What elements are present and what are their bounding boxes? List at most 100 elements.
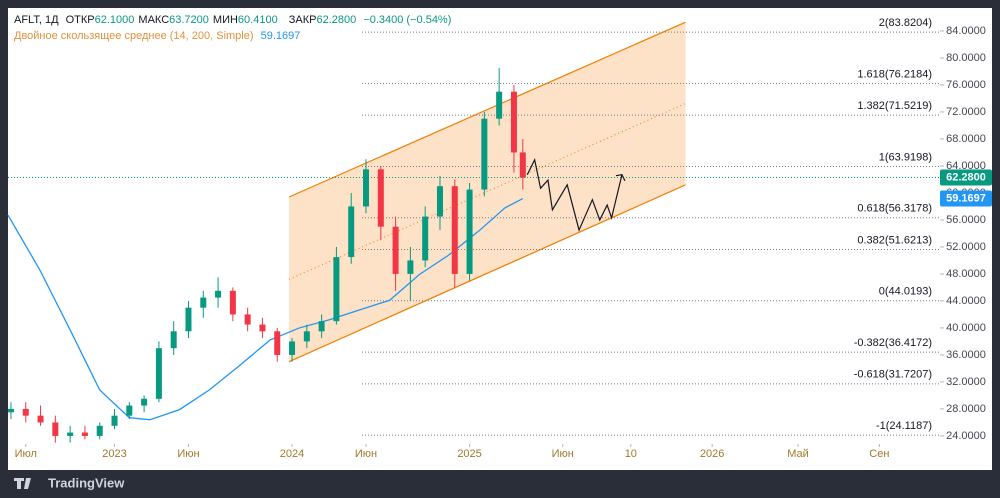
candle-body — [111, 415, 118, 426]
x-tick-label: Июн — [177, 448, 199, 460]
candle-body — [519, 152, 526, 178]
y-tick-label: 52.0000 — [946, 241, 986, 253]
fib-label: 1.382(71.5219) — [857, 100, 932, 112]
indicator-line: Двойное скользящее среднее (14, 200, Sim… — [14, 30, 304, 42]
candle-body — [289, 341, 296, 355]
candle-body — [155, 348, 162, 399]
close-key: ЗАКР — [288, 14, 317, 26]
ohlc-value: 63.7200 — [169, 14, 209, 26]
x-tick-label: Июл — [15, 448, 37, 460]
candle-body — [318, 321, 325, 332]
candle-body — [96, 425, 103, 436]
channel-lower — [288, 184, 686, 363]
last-price-box — [940, 169, 992, 186]
candle-body — [392, 226, 399, 274]
y-tick-label: 80.0000 — [946, 52, 986, 64]
candle-body — [37, 415, 44, 423]
moving-average — [7, 197, 524, 421]
ohlc-key: ОТКР — [65, 14, 95, 26]
x-tick-label: 2024 — [280, 448, 304, 460]
brand: TradingView — [48, 475, 125, 490]
channel-upper — [288, 21, 686, 198]
fib-label: 1(63.9198) — [879, 151, 932, 163]
x-tick-label: 2026 — [700, 448, 724, 460]
x-tick-label: 10 — [625, 448, 637, 460]
ohlc-key: МАКС — [138, 14, 170, 26]
candle-body — [348, 206, 355, 258]
y-tick-label: 72.0000 — [946, 106, 986, 118]
y-tick-label: 68.0000 — [946, 133, 986, 145]
fib-label: 0.382(51.6213) — [857, 234, 932, 246]
y-tick-label: 84.0000 — [946, 25, 986, 37]
x-tick-label: 2025 — [457, 448, 481, 460]
chart-pane — [8, 8, 992, 470]
candle-body — [7, 408, 14, 413]
candle-body — [510, 91, 517, 153]
candle-body — [141, 398, 148, 406]
candle-body — [436, 186, 443, 217]
candle-body — [244, 314, 251, 325]
candle-body — [170, 331, 177, 349]
symbol: AFLT, 1Д — [14, 14, 59, 26]
candle-body — [52, 422, 59, 436]
fib-label: 0(44.0193) — [879, 286, 932, 298]
ohlc: ОТКР62.1000 МАКС63.7200 МИН60.4100 — [66, 14, 282, 26]
y-tick-label: 32.0000 — [946, 376, 986, 388]
fib-label: 1.618(76.2184) — [857, 68, 932, 80]
indicator-value: 59.1697 — [260, 30, 301, 42]
y-tick-label: 48.0000 — [946, 268, 986, 280]
candle-body — [200, 297, 207, 308]
change: −0.3400 (−0.54%) — [363, 14, 452, 26]
candle-body — [185, 307, 192, 332]
fib-label: -1(24.1187) — [876, 420, 932, 432]
y-tick-label: 36.0000 — [946, 349, 986, 361]
candle-body — [451, 186, 458, 274]
x-tick-label: Июн — [552, 448, 574, 460]
candle-body — [496, 91, 503, 119]
y-tick-label: 44.0000 — [946, 295, 986, 307]
candle-body — [22, 408, 29, 416]
x-tick-label: Май — [787, 448, 809, 460]
y-tick-label: 64.0000 — [946, 160, 986, 172]
candle-body — [67, 432, 74, 436]
brand-logo — [14, 478, 31, 489]
fib-label: -0.618(31.7207) — [854, 369, 932, 381]
indicator-name: Двойное скользящее среднее (14, 200, Sim… — [14, 30, 254, 42]
x-tick-label: 2023 — [102, 448, 126, 460]
y-tick-label: 76.0000 — [946, 79, 986, 91]
ma-price-box — [940, 190, 992, 207]
ohlc-key: МИН — [212, 14, 238, 26]
candle-body — [407, 260, 414, 274]
ohlc-value: 62.1000 — [94, 14, 135, 26]
candle-body — [81, 432, 88, 436]
candle-body — [377, 169, 384, 227]
last-price-label: 62.2800 — [946, 171, 986, 183]
y-tick-label: 40.0000 — [946, 322, 986, 334]
candle-body — [333, 257, 340, 322]
fib-label: 2(83.8204) — [879, 17, 932, 29]
fib-label: -0.382(36.4172) — [854, 337, 932, 349]
candle-body — [274, 331, 281, 355]
candle-body — [303, 331, 310, 342]
projection — [526, 158, 623, 232]
x-tick-label: Июн — [355, 448, 377, 460]
candle-body — [481, 118, 488, 190]
candle-body — [215, 290, 222, 298]
close-value: 62.2800 — [316, 14, 357, 26]
candle-body — [466, 189, 473, 274]
header-line: AFLT, 1Д ОТКР62.1000 МАКС63.7200 МИН60.410… — [14, 14, 455, 26]
candle-body — [229, 290, 236, 315]
candle-body — [363, 169, 370, 207]
ohlc-value: 60.4100 — [237, 14, 278, 26]
candle-body — [259, 324, 266, 332]
y-tick-label: 28.0000 — [946, 403, 986, 415]
candle-body — [126, 405, 133, 416]
fib-label: 0.618(56.3178) — [857, 203, 932, 215]
ma-price-label: 59.1697 — [946, 192, 986, 204]
channel-median — [288, 103, 686, 280]
candle-body — [422, 216, 429, 261]
x-tick-label: Сен — [869, 448, 889, 460]
y-tick-label: 24.0000 — [946, 430, 986, 442]
